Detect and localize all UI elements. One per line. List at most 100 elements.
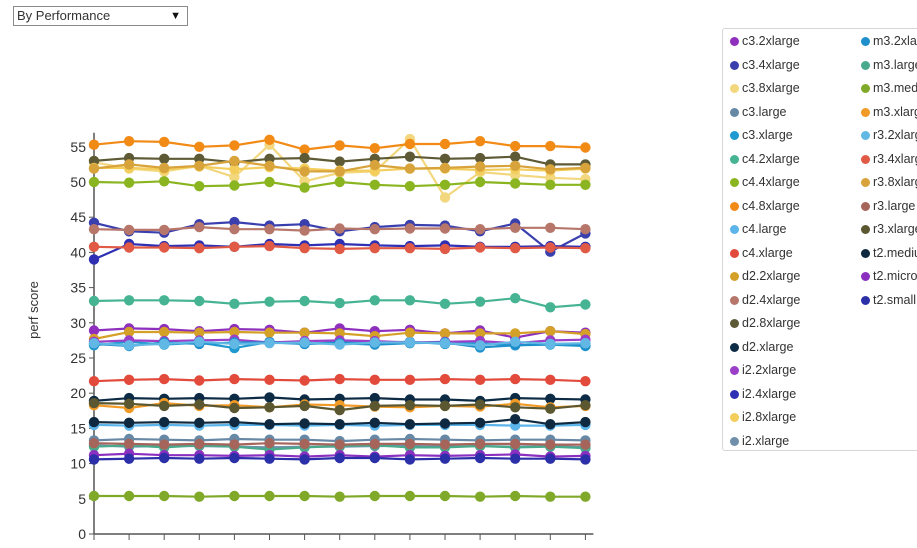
data-point[interactable]	[123, 453, 135, 464]
data-point[interactable]	[229, 298, 240, 309]
data-point[interactable]	[580, 179, 591, 190]
legend-item[interactable]: r3.2xlarge	[861, 126, 917, 144]
data-point[interactable]	[474, 136, 486, 147]
data-point[interactable]	[369, 438, 380, 450]
data-point[interactable]	[159, 326, 170, 338]
data-point[interactable]	[545, 242, 556, 253]
legend-item[interactable]: r3.4xlarge	[861, 150, 917, 168]
data-point[interactable]	[334, 223, 345, 234]
legend-item[interactable]: r3.8xlarge	[861, 173, 917, 191]
data-point[interactable]	[194, 243, 205, 254]
data-point[interactable]	[299, 438, 310, 450]
data-point[interactable]	[439, 179, 451, 190]
data-point[interactable]	[123, 340, 135, 351]
data-point[interactable]	[159, 242, 170, 253]
data-point[interactable]	[88, 139, 100, 150]
data-point[interactable]	[88, 325, 100, 336]
data-point[interactable]	[123, 136, 135, 147]
data-point[interactable]	[545, 179, 556, 190]
data-point[interactable]	[299, 243, 310, 254]
data-point[interactable]	[545, 338, 556, 350]
data-point[interactable]	[369, 374, 380, 385]
legend-item[interactable]: d2.4xlarge	[730, 291, 800, 309]
data-point[interactable]	[88, 438, 100, 449]
data-point[interactable]	[264, 160, 275, 171]
data-point[interactable]	[404, 454, 416, 465]
data-point[interactable]	[88, 397, 100, 409]
data-point[interactable]	[404, 181, 416, 192]
data-point[interactable]	[88, 454, 100, 465]
data-point[interactable]	[580, 299, 591, 310]
data-point[interactable]	[404, 438, 416, 450]
data-point[interactable]	[229, 402, 240, 414]
data-point[interactable]	[264, 438, 275, 449]
data-point[interactable]	[545, 491, 556, 502]
data-point[interactable]	[194, 399, 205, 410]
data-point[interactable]	[229, 490, 240, 502]
data-point[interactable]	[299, 327, 310, 338]
data-point[interactable]	[299, 375, 310, 386]
data-point[interactable]	[88, 224, 100, 235]
data-point[interactable]	[404, 295, 416, 306]
data-point[interactable]	[299, 490, 310, 502]
data-point[interactable]	[404, 223, 416, 234]
data-point[interactable]	[404, 337, 416, 348]
data-point[interactable]	[194, 221, 205, 233]
data-point[interactable]	[334, 419, 345, 430]
legend-item[interactable]: c3.2xlarge	[730, 32, 800, 50]
data-point[interactable]	[404, 419, 416, 430]
legend-item[interactable]: c4.8xlarge	[730, 197, 800, 215]
legend-item[interactable]: i2.4xlarge	[730, 385, 796, 403]
legend-item[interactable]: t2.micro	[861, 267, 917, 285]
data-point[interactable]	[159, 400, 170, 412]
data-point[interactable]	[439, 453, 451, 464]
data-point[interactable]	[194, 491, 205, 502]
data-point[interactable]	[545, 439, 556, 450]
data-point[interactable]	[229, 155, 240, 167]
legend-item[interactable]: c4.2xlarge	[730, 150, 800, 168]
data-point[interactable]	[123, 242, 135, 253]
data-point[interactable]	[439, 490, 451, 502]
legend-item[interactable]: m3.xlarge	[861, 103, 917, 121]
data-point[interactable]	[88, 490, 100, 502]
data-point[interactable]	[123, 417, 135, 428]
data-point[interactable]	[474, 438, 486, 450]
data-point[interactable]	[229, 416, 240, 428]
data-point[interactable]	[474, 328, 486, 339]
data-point[interactable]	[545, 140, 556, 152]
data-point[interactable]	[299, 225, 310, 236]
data-point[interactable]	[229, 439, 240, 450]
data-point[interactable]	[229, 164, 240, 175]
data-point[interactable]	[299, 337, 310, 348]
data-point[interactable]	[474, 452, 486, 464]
data-point[interactable]	[229, 452, 240, 464]
data-point[interactable]	[88, 295, 100, 307]
data-point[interactable]	[334, 373, 345, 385]
data-point[interactable]	[369, 490, 380, 502]
data-point[interactable]	[580, 416, 591, 428]
data-point[interactable]	[439, 338, 451, 349]
data-point[interactable]	[88, 338, 100, 349]
data-point[interactable]	[404, 138, 416, 150]
data-point[interactable]	[474, 340, 486, 351]
data-point[interactable]	[334, 140, 345, 151]
legend-item[interactable]: c3.large	[730, 103, 786, 121]
data-point[interactable]	[194, 453, 205, 464]
data-point[interactable]	[229, 180, 240, 191]
legend-item[interactable]: t2.medium	[861, 244, 917, 262]
data-point[interactable]	[264, 402, 275, 413]
data-point[interactable]	[194, 295, 205, 307]
data-point[interactable]	[159, 162, 170, 174]
data-point[interactable]	[580, 454, 591, 465]
data-point[interactable]	[264, 296, 275, 307]
data-point[interactable]	[299, 182, 310, 193]
data-point[interactable]	[545, 403, 556, 414]
data-point[interactable]	[123, 374, 135, 385]
legend-item[interactable]: c3.4xlarge	[730, 56, 800, 74]
data-point[interactable]	[299, 400, 310, 412]
data-point[interactable]	[545, 419, 556, 430]
data-point[interactable]	[194, 160, 205, 171]
data-point[interactable]	[159, 416, 170, 428]
data-point[interactable]	[264, 374, 275, 385]
data-point[interactable]	[229, 326, 240, 338]
